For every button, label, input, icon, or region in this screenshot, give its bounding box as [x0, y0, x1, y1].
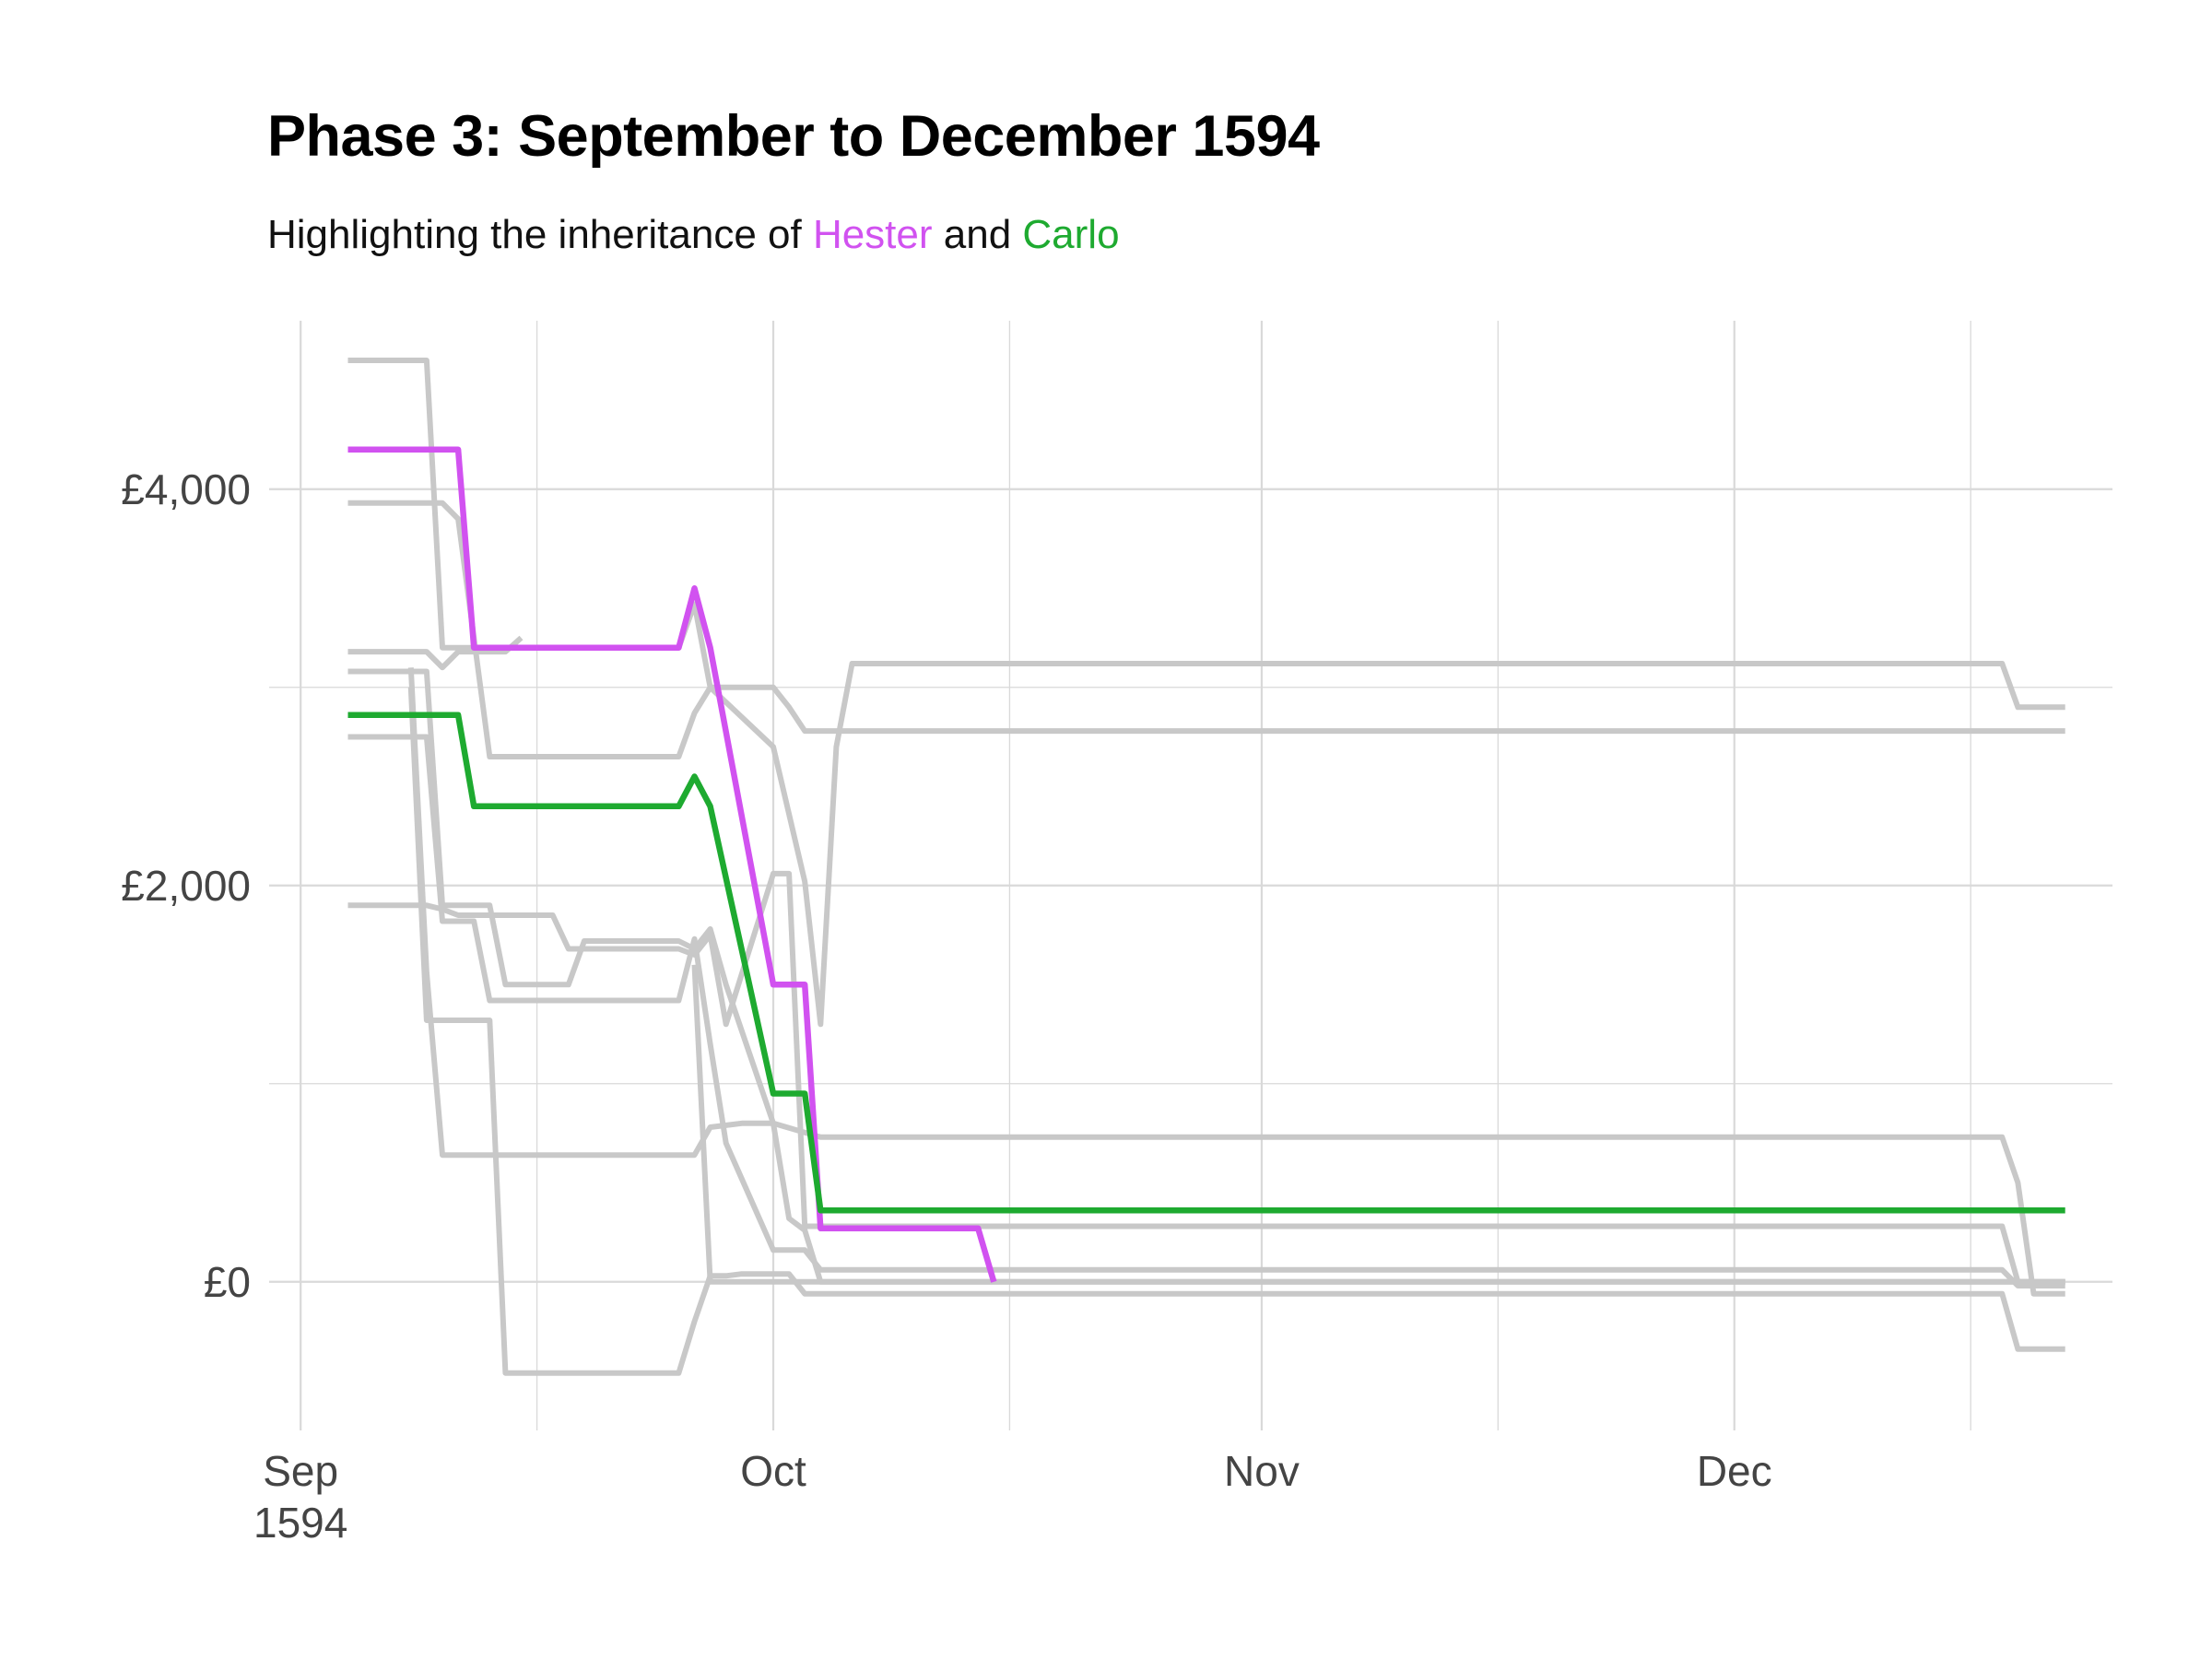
y-tick-label: £0 [204, 1258, 251, 1306]
y-tick-label: £2,000 [121, 862, 251, 910]
subtitle-hester: Hester [812, 212, 933, 257]
series-line-other [347, 668, 2065, 1297]
series-line-other [347, 734, 2065, 1288]
series-line-other [347, 870, 2065, 1285]
subtitle-carlo: Carlo [1022, 212, 1120, 257]
series-line-other [347, 500, 2065, 759]
chart-title: Phase 3: September to December 1594 [267, 104, 1320, 169]
series-lines [347, 358, 2065, 1376]
x-tick-label: Dec [1697, 1447, 1772, 1495]
chart-subtitle: Highlighting the inheritance of Hester a… [267, 212, 1120, 258]
series-line-other [691, 964, 2065, 1285]
x-tick-label: Oct [740, 1447, 806, 1495]
x-tick-year-label: 1594 [253, 1499, 347, 1547]
subtitle-joiner: and [932, 212, 1023, 257]
series-line-carlo [347, 712, 2065, 1214]
x-tick-label: Nov [1224, 1447, 1300, 1495]
subtitle-prefix: Highlighting the inheritance of [267, 212, 813, 257]
y-tick-label: £4,000 [121, 465, 251, 513]
series-line-other [407, 667, 2065, 1285]
series-line-other [347, 358, 2065, 1028]
series-line-hester [347, 446, 997, 1283]
series-line-other [407, 687, 2065, 1376]
x-tick-label: Sep [263, 1447, 338, 1495]
series-line-other [347, 635, 524, 671]
grid [269, 321, 2112, 1430]
